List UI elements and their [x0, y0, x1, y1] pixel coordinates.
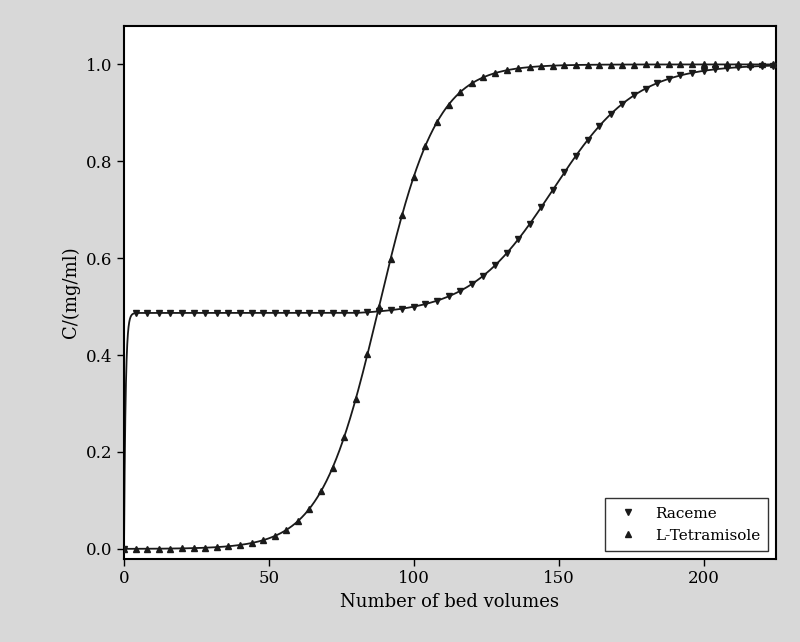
- Line: Raceme: Raceme: [121, 62, 777, 552]
- Raceme: [571, 152, 581, 159]
- L-Tetramisole: [560, 62, 570, 69]
- Raceme: [398, 305, 407, 313]
- L-Tetramisole: [293, 517, 302, 525]
- Line: L-Tetramisole: L-Tetramisole: [121, 61, 777, 552]
- Raceme: [142, 309, 152, 317]
- L-Tetramisole: [119, 545, 129, 553]
- Raceme: [768, 62, 778, 69]
- Raceme: [119, 545, 129, 553]
- Y-axis label: C/(mg/ml): C/(mg/ml): [62, 247, 80, 338]
- L-Tetramisole: [571, 61, 581, 69]
- X-axis label: Number of bed volumes: Number of bed volumes: [341, 593, 559, 611]
- L-Tetramisole: [768, 60, 778, 68]
- Raceme: [560, 168, 570, 176]
- Raceme: [154, 309, 163, 317]
- Raceme: [293, 309, 302, 317]
- L-Tetramisole: [142, 545, 152, 553]
- Legend: Raceme, L-Tetramisole: Raceme, L-Tetramisole: [605, 498, 768, 551]
- L-Tetramisole: [398, 211, 407, 218]
- L-Tetramisole: [154, 545, 163, 553]
